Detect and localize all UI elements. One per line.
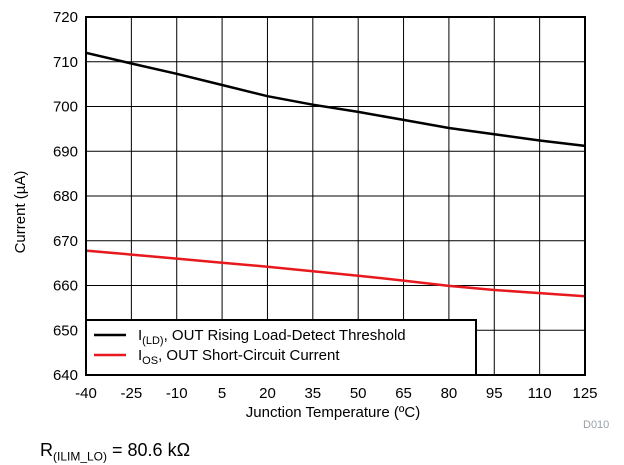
x-tick-label: -25: [121, 385, 143, 402]
y-axis-label: Current (µA): [12, 171, 29, 254]
x-tick-label: 110: [528, 385, 552, 402]
y-tick-labels: 640 650 660 670 680 690 700 710 720: [53, 9, 78, 384]
legend-box: [85, 319, 477, 376]
y-tick-label: 700: [53, 99, 78, 116]
x-tick-label: 125: [572, 385, 597, 402]
legend-label: IOS, OUT Short-Circuit Current: [138, 347, 340, 367]
x-tick-label: 20: [259, 385, 276, 402]
x-tick-label: 80: [441, 385, 458, 402]
x-tick-label: 35: [304, 385, 321, 402]
caption-rest: = 80.6 kΩ: [107, 440, 191, 460]
x-tick-labels: -40 -25 -10 5 20 35 50 65 80 95 110 125: [75, 385, 597, 402]
y-tick-label: 640: [53, 367, 78, 384]
caption-main: R: [40, 440, 53, 460]
y-tick-label: 660: [53, 278, 78, 295]
x-tick-label: -40: [75, 385, 97, 402]
y-tick-label: 690: [53, 143, 78, 160]
caption: R(ILIM_LO) = 80.6 kΩ: [40, 440, 190, 464]
series-line-1: [85, 51, 586, 148]
y-tick-label: 680: [53, 188, 78, 205]
x-axis-label: Junction Temperature (ºC): [246, 404, 420, 421]
y-tick-label: 670: [53, 233, 78, 250]
y-tick-label: 720: [53, 9, 78, 26]
caption-sub: (ILIM_LO): [53, 449, 108, 464]
series-line-2: [85, 249, 586, 298]
chart: -40 -25 -10 5 20 35 50 65 80 95 110 125 640 650 660 67…: [12, 9, 609, 430]
y-tick-label: 650: [53, 322, 78, 339]
x-tick-label: -10: [166, 385, 188, 402]
x-tick-label: 50: [350, 385, 367, 402]
x-tick-label: 65: [395, 385, 412, 402]
x-tick-label: 5: [218, 385, 226, 402]
y-tick-label: 710: [53, 54, 78, 71]
legend: I(LD), OUT Rising Load-Detect ThresholdI…: [85, 319, 477, 376]
legend-label: I(LD), OUT Rising Load-Detect Threshold: [138, 327, 406, 347]
watermark-label: D010: [583, 419, 609, 430]
x-tick-label: 95: [486, 385, 503, 402]
series-lines: [85, 51, 586, 298]
